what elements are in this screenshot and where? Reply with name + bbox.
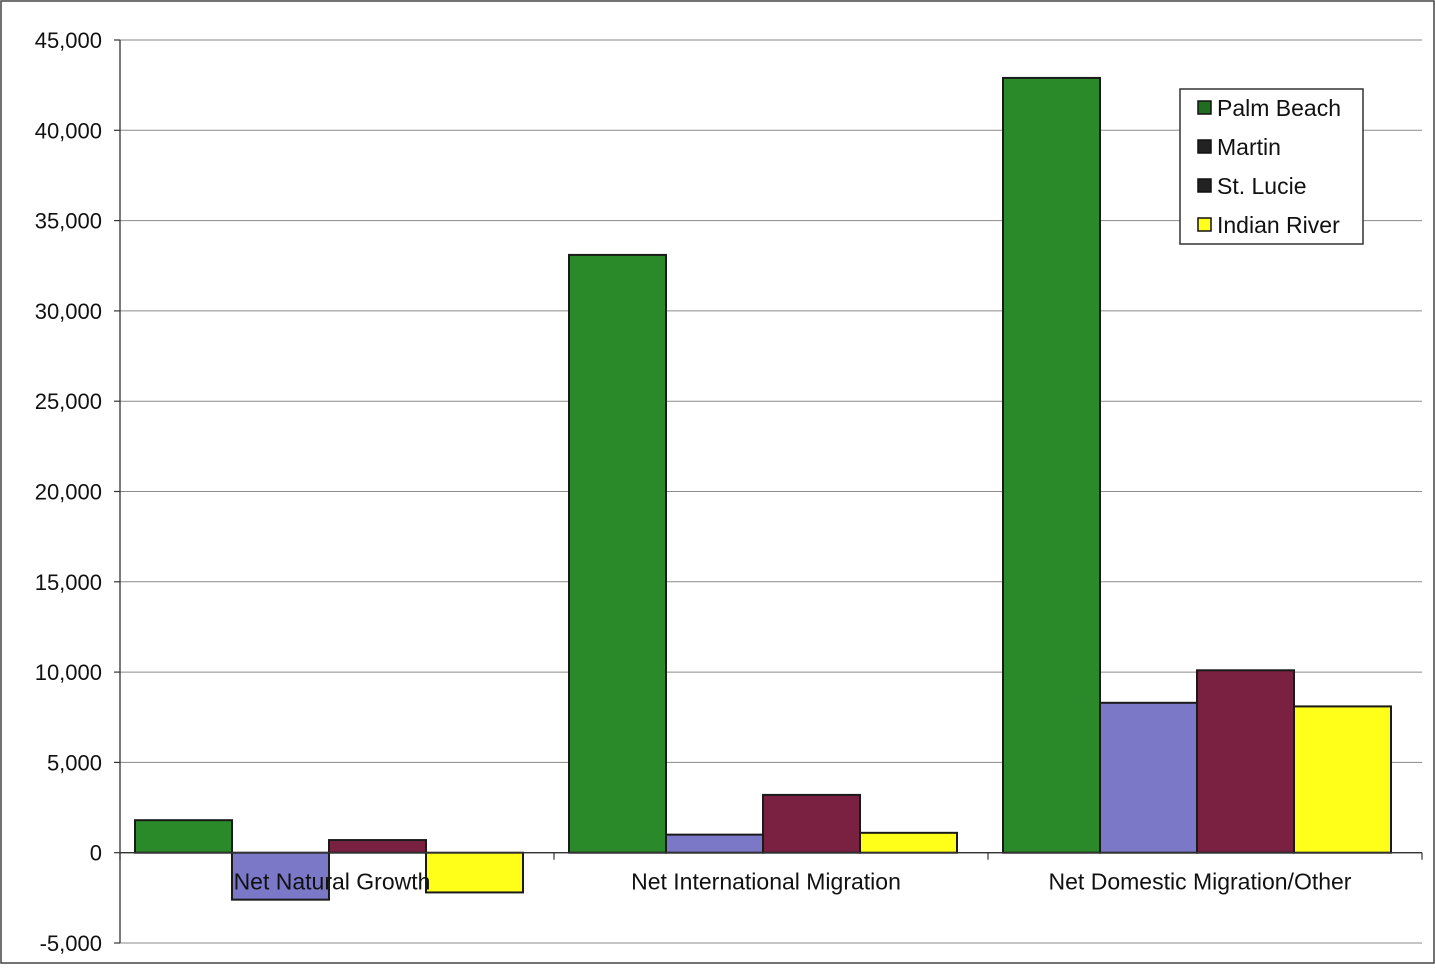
- legend-swatch: [1197, 217, 1212, 232]
- x-axis: Net Natural Growth Net International Migr…: [119, 852, 1423, 895]
- bar-indian-river-1: [425, 851, 524, 894]
- legend: Palm Beach Martin St. Lucie Indian River: [1179, 88, 1364, 245]
- y-tick-label: 10,000: [35, 660, 102, 685]
- bar-palm-beach-1: [134, 819, 233, 854]
- legend-swatch: [1197, 139, 1212, 154]
- x-category-label: Net International Migration: [631, 869, 901, 895]
- legend-label: Martin: [1217, 134, 1281, 160]
- bar-martin-1: [231, 851, 330, 901]
- legend-label: St. Lucie: [1217, 173, 1307, 199]
- x-category-label: Net Natural Growth: [234, 869, 431, 895]
- y-tick-label: 0: [90, 841, 102, 866]
- legend-label: Indian River: [1217, 212, 1340, 238]
- bar-st-lucie-1: [328, 839, 427, 854]
- bar-martin-3: [1099, 701, 1198, 854]
- y-tick-label: 35,000: [35, 209, 102, 234]
- legend-label: Palm Beach: [1217, 95, 1341, 121]
- legend-swatch: [1197, 100, 1212, 115]
- y-tick-label: 40,000: [35, 118, 102, 143]
- bar-palm-beach-2: [568, 253, 667, 854]
- y-tick-label: 15,000: [35, 570, 102, 595]
- bars: [134, 76, 1392, 901]
- y-tick-label: 30,000: [35, 299, 102, 324]
- bar-indian-river-2: [859, 831, 958, 854]
- y-tick-label: 5,000: [47, 750, 102, 775]
- bar-indian-river-3: [1293, 705, 1392, 854]
- y-tick-label: -5,000: [40, 931, 102, 956]
- bar-palm-beach-3: [1002, 76, 1101, 854]
- y-axis: 45,000 40,000 35,000 30,000 25,000 20,000 15,0…: [35, 28, 121, 956]
- bar-martin-2: [665, 833, 764, 854]
- y-tick-label: 20,000: [35, 480, 102, 505]
- legend-swatch: [1197, 178, 1212, 193]
- bar-st-lucie-3: [1196, 669, 1295, 854]
- bar-st-lucie-2: [762, 793, 861, 854]
- x-category-label: Net Domestic Migration/Other: [1049, 869, 1352, 895]
- y-tick-label: 25,000: [35, 389, 102, 414]
- y-tick-label: 45,000: [35, 28, 102, 53]
